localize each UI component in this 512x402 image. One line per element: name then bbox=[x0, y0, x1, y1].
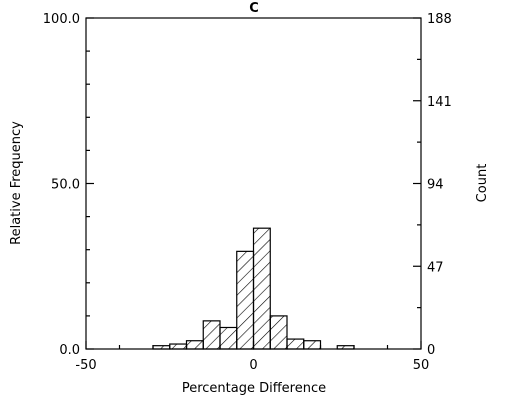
left-axis-ticks: 0.0 50.0 100.0 bbox=[43, 12, 94, 358]
chart-title: C bbox=[249, 1, 259, 16]
histogram-bar bbox=[169, 343, 188, 350]
histogram-bar bbox=[269, 315, 288, 350]
histogram-bar bbox=[286, 338, 305, 350]
right-tick-label: 188 bbox=[427, 12, 452, 27]
bars-group bbox=[152, 227, 355, 350]
right-tick-label: 141 bbox=[427, 95, 452, 110]
x-tick-label: 0 bbox=[249, 358, 257, 373]
x-axis-ticks: -50 0 50 bbox=[75, 341, 429, 373]
left-tick-label: 100.0 bbox=[43, 12, 80, 27]
right-y-axis-label: Count bbox=[475, 164, 490, 203]
histogram-bar bbox=[236, 250, 255, 350]
histogram-bar bbox=[152, 345, 171, 350]
histogram-bar bbox=[303, 340, 322, 350]
right-axis-ticks: 0 47 94 141 188 bbox=[413, 12, 452, 358]
x-axis-label: Percentage Difference bbox=[182, 381, 326, 396]
right-tick-label: 0 bbox=[427, 343, 435, 358]
histogram-bar bbox=[252, 227, 271, 350]
left-y-axis-label: Relative Frequency bbox=[9, 121, 24, 245]
left-tick-label: 50.0 bbox=[51, 178, 80, 193]
histogram-bar bbox=[336, 345, 355, 350]
right-tick-label: 47 bbox=[427, 260, 444, 275]
x-tick-label: 50 bbox=[413, 358, 430, 373]
x-tick-label: -50 bbox=[75, 358, 96, 373]
left-tick-label: 0.0 bbox=[59, 343, 80, 358]
histogram-bar bbox=[202, 320, 221, 350]
histogram-bar bbox=[185, 340, 204, 350]
right-tick-label: 94 bbox=[427, 178, 444, 193]
histogram-bar bbox=[219, 326, 238, 350]
